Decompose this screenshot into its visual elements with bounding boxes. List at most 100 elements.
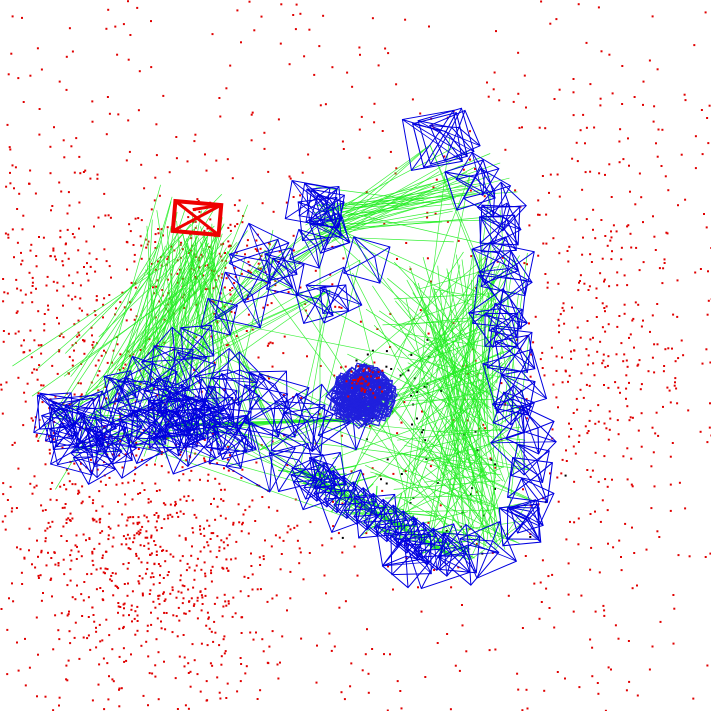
point — [694, 135, 697, 138]
point — [189, 670, 192, 673]
point — [226, 158, 229, 161]
point — [664, 348, 667, 351]
point — [126, 268, 128, 271]
frustum-edge — [100, 421, 113, 432]
point — [193, 140, 196, 143]
point — [507, 594, 510, 597]
point — [147, 501, 150, 504]
point — [140, 644, 143, 647]
frustum-edge — [164, 425, 204, 439]
point — [195, 516, 198, 519]
point — [186, 160, 189, 163]
point — [637, 303, 640, 306]
point — [37, 439, 40, 442]
point — [164, 560, 167, 563]
point — [77, 382, 80, 385]
frustum-edge — [264, 253, 285, 260]
point — [151, 572, 154, 575]
point — [276, 509, 279, 512]
frustum-edge — [402, 510, 413, 533]
frustum-edge — [337, 285, 363, 306]
point — [108, 112, 111, 115]
point — [694, 167, 697, 170]
point — [153, 199, 156, 202]
frustum-edge — [39, 392, 74, 440]
match-line — [70, 245, 160, 425]
point — [11, 507, 14, 510]
point — [396, 432, 399, 435]
point — [199, 550, 202, 553]
point — [614, 381, 617, 384]
point — [256, 698, 259, 700]
point — [122, 614, 125, 617]
point — [123, 583, 126, 585]
point — [231, 287, 234, 289]
point — [572, 78, 575, 80]
point — [96, 468, 99, 471]
frustum-edge — [193, 407, 217, 426]
point — [488, 649, 491, 652]
point — [194, 220, 197, 223]
frustum-edge — [507, 507, 530, 520]
point — [24, 293, 27, 296]
point — [152, 576, 155, 578]
point — [234, 225, 236, 228]
point — [117, 605, 120, 608]
frustum-face — [305, 266, 363, 324]
point — [33, 368, 36, 371]
frustum-edge — [363, 519, 392, 523]
frustum-edge — [305, 469, 319, 500]
point — [259, 689, 262, 692]
point — [631, 485, 634, 488]
frustum-edge — [519, 334, 530, 350]
point — [607, 355, 610, 358]
point — [371, 467, 374, 470]
frustum-face — [393, 515, 437, 560]
frustum-edge — [343, 508, 372, 512]
point — [99, 640, 102, 643]
point — [555, 396, 558, 399]
point — [222, 605, 225, 608]
point — [213, 602, 216, 605]
point — [256, 249, 259, 252]
point — [128, 301, 131, 304]
point — [165, 437, 168, 440]
point — [108, 675, 110, 678]
match-line — [192, 264, 209, 394]
point — [40, 352, 43, 355]
point — [592, 228, 594, 231]
point — [201, 603, 204, 605]
point — [215, 159, 218, 162]
point — [11, 228, 14, 231]
frustum-edge — [93, 437, 117, 467]
point — [301, 171, 304, 174]
point — [154, 241, 157, 243]
frustum-edge — [143, 390, 181, 400]
point — [88, 252, 91, 255]
point — [76, 335, 79, 338]
point — [371, 648, 374, 650]
point — [366, 375, 369, 378]
point — [374, 396, 377, 399]
point — [77, 550, 80, 553]
point — [517, 51, 520, 54]
point — [592, 208, 595, 211]
frustum-edge — [444, 171, 496, 199]
frustum-edge — [476, 540, 494, 579]
point — [357, 365, 360, 368]
point — [361, 669, 364, 672]
point — [629, 232, 632, 235]
point — [92, 519, 95, 522]
point — [23, 339, 25, 342]
point — [633, 96, 636, 98]
point — [160, 453, 163, 456]
point — [73, 171, 76, 174]
point — [364, 389, 367, 392]
point — [540, 0, 543, 3]
point — [108, 294, 111, 296]
point — [68, 355, 71, 358]
point — [105, 351, 107, 354]
point — [96, 177, 99, 180]
